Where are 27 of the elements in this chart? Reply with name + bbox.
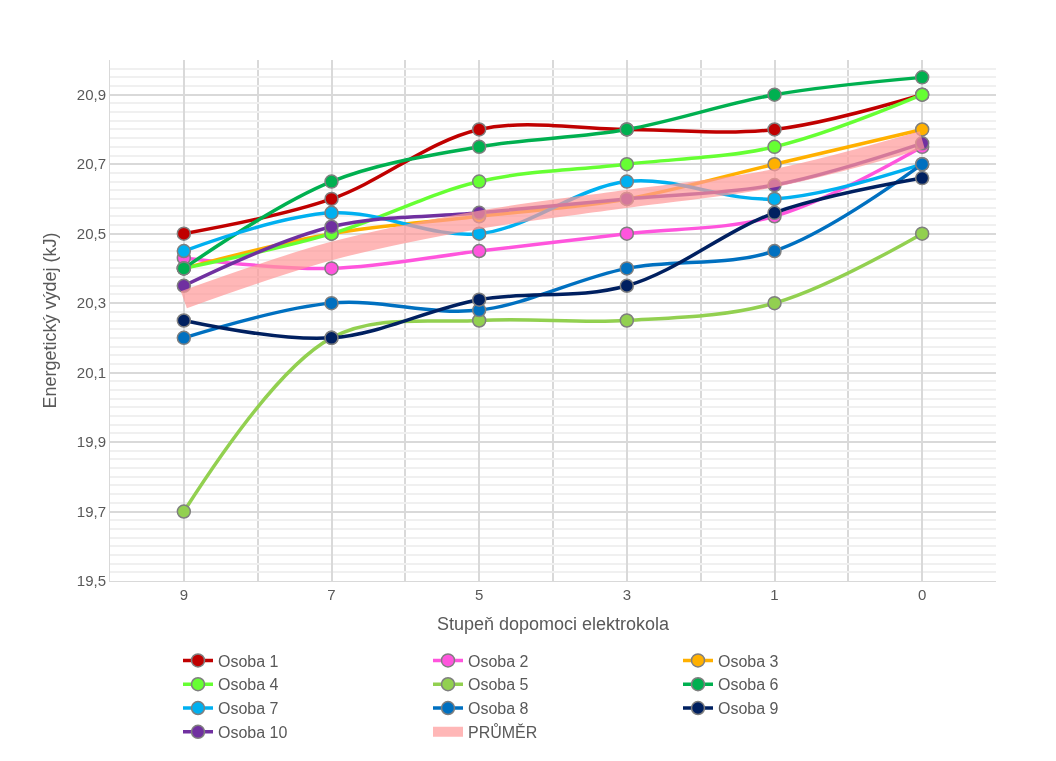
legend-label: Osoba 5 xyxy=(468,676,529,694)
y-tick-label: 19,5 xyxy=(76,572,106,590)
y-tick-label: 20,5 xyxy=(76,224,106,242)
x-axis-title: Stupeň dopomoci elektrokola xyxy=(436,614,671,635)
y-tick-label: 19,9 xyxy=(76,433,106,451)
legend-label: Osoba 9 xyxy=(718,700,779,718)
legend-label: Osoba 6 xyxy=(718,676,779,694)
x-tick-label: 1 xyxy=(770,586,779,603)
legend-label: Osoba 3 xyxy=(718,652,779,670)
legend-label: Osoba 1 xyxy=(218,652,279,670)
y-tick-label: 20,1 xyxy=(76,363,106,381)
legend-label: Osoba 8 xyxy=(468,700,529,718)
x-tick-label: 5 xyxy=(475,586,484,603)
legend-label: PRŮMĚR xyxy=(468,723,538,742)
y-tick-label: 20,9 xyxy=(76,85,106,103)
legend-label: Osoba 4 xyxy=(218,676,279,694)
legend-label: Osoba 10 xyxy=(218,724,288,742)
y-tick-label: 19,7 xyxy=(76,502,106,520)
y-tick-label: 20,3 xyxy=(76,294,106,312)
y-axis-title: Energetický výdej (kJ) xyxy=(40,232,60,409)
legend-label: Osoba 7 xyxy=(218,700,279,718)
x-tick-label: 0 xyxy=(918,586,927,603)
y-tick-label: 20,7 xyxy=(76,155,106,173)
x-tick-label: 7 xyxy=(327,586,336,603)
x-tick-label: 3 xyxy=(622,586,631,603)
legend-label: Osoba 2 xyxy=(468,652,529,670)
x-tick-label: 9 xyxy=(179,586,188,603)
